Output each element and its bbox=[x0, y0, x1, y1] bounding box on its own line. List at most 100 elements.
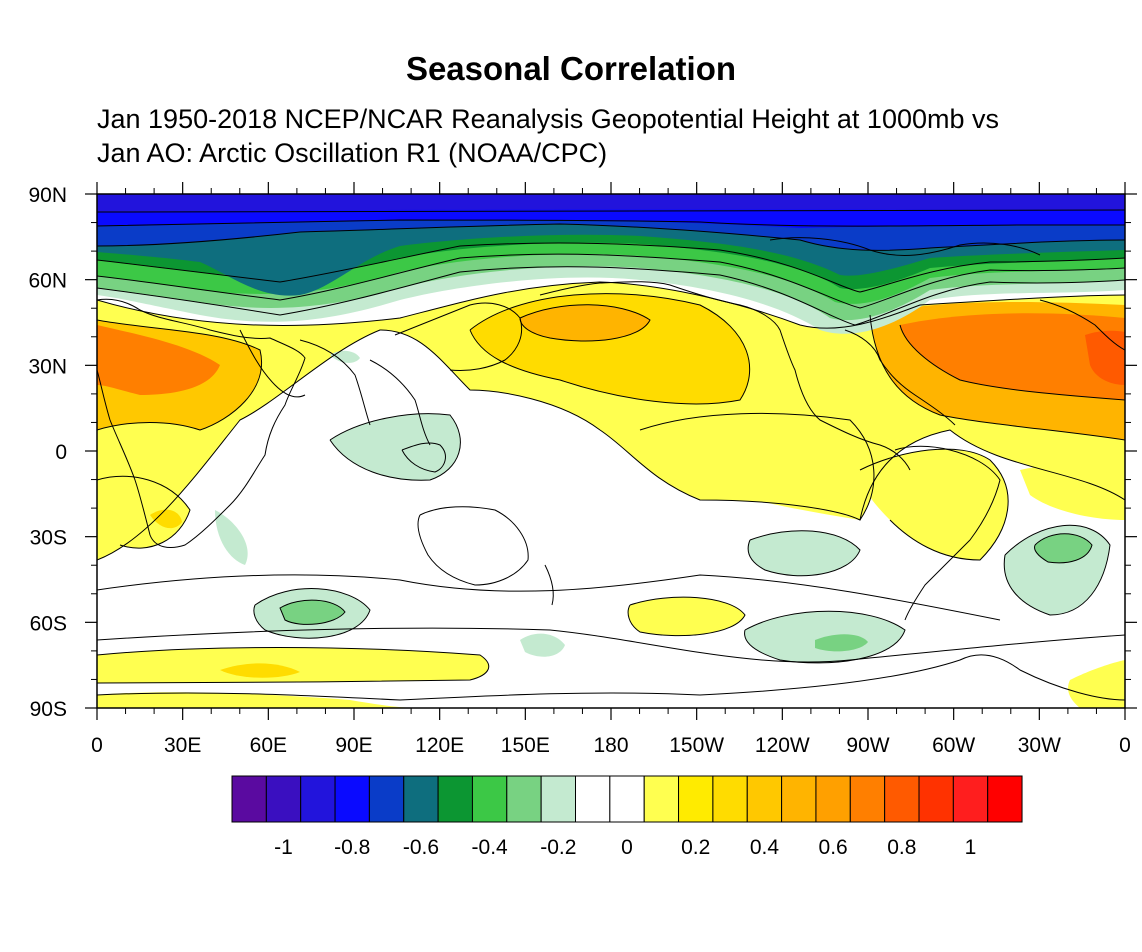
colorbar-swatch bbox=[506, 775, 542, 823]
colorbar-label: -0.2 bbox=[540, 836, 576, 859]
lat-tick-label: 30N bbox=[28, 355, 67, 378]
lat-tick-label: 0 bbox=[55, 441, 67, 464]
africa-coast bbox=[97, 298, 306, 548]
lon-tick-label: 150W bbox=[669, 734, 724, 757]
colorbar-swatch bbox=[987, 775, 1023, 823]
atlantic-0.7 bbox=[1085, 330, 1125, 385]
colorbar-swatch bbox=[334, 775, 370, 823]
contour-line bbox=[1003, 524, 1111, 616]
contour-line bbox=[469, 293, 751, 405]
contour-line bbox=[97, 223, 1125, 251]
antarctic-0.2 bbox=[97, 647, 489, 683]
new-zealand-coast bbox=[544, 564, 554, 606]
colorbar-swatch bbox=[952, 775, 989, 823]
colorbar-label: 1 bbox=[965, 836, 977, 859]
south-atlantic-neg-0.3 bbox=[1034, 533, 1092, 563]
small-southern-neg bbox=[520, 633, 565, 657]
east-asia-coast bbox=[394, 302, 523, 371]
colorbar-swatch bbox=[712, 775, 748, 823]
contour-line bbox=[1034, 533, 1093, 564]
contour-line bbox=[97, 574, 1001, 621]
colorbar-swatch bbox=[403, 775, 439, 823]
lon-tick-label: 90W bbox=[846, 734, 889, 757]
lon-tick-label: 60W bbox=[932, 734, 975, 757]
colorbar-swatch bbox=[575, 775, 611, 823]
contour-line bbox=[899, 324, 1125, 401]
lon-tick-label: 90E bbox=[335, 734, 372, 757]
lon-tick-label: 120W bbox=[755, 734, 810, 757]
contour-line bbox=[744, 610, 906, 664]
indochina-coast bbox=[369, 359, 431, 446]
south-atlantic-0.2 bbox=[1020, 465, 1125, 520]
lat-tick-label: 60S bbox=[30, 612, 67, 635]
lon-tick-label: 0 bbox=[1119, 734, 1131, 757]
contour-line bbox=[97, 281, 1125, 329]
tropical-pacific-0.2 bbox=[637, 413, 874, 520]
subtitle-line-1: Jan 1950-2018 NCEP/NCAR Reanalysis Geopo… bbox=[97, 104, 999, 134]
contour-line bbox=[747, 530, 861, 577]
colorbar-label: 0.6 bbox=[819, 836, 848, 859]
lon-tick-label: 180 bbox=[593, 734, 628, 757]
colorbar: -1 -0.8 -0.6 -0.4 -0.2 0 0.2 0.4 0.6 0.8 1 bbox=[231, 775, 1023, 859]
north-america-east-coast bbox=[844, 329, 956, 426]
contour-line bbox=[97, 627, 1125, 663]
contour-line bbox=[97, 219, 1125, 227]
colorbar-swatch bbox=[368, 775, 405, 823]
lon-tick-label: 30W bbox=[1018, 734, 1061, 757]
lon-tick-label: 0 bbox=[91, 734, 103, 757]
coastlines bbox=[97, 237, 1125, 701]
contour-line bbox=[519, 304, 651, 342]
atlantic-0.6 bbox=[900, 313, 1125, 400]
colorbar-swatch bbox=[884, 775, 920, 823]
colorbar-swatch bbox=[471, 775, 508, 823]
arctic-band-neg-0.9 bbox=[97, 194, 1125, 212]
small-neg-patch bbox=[330, 350, 360, 363]
india-coast bbox=[299, 339, 371, 426]
south-africa-0.3 bbox=[150, 509, 182, 529]
contour-line bbox=[627, 596, 746, 637]
south-america-0.2 bbox=[860, 449, 1009, 560]
colorbar-swatch bbox=[540, 775, 577, 823]
west-indian-neg bbox=[215, 510, 248, 565]
borneo-coast bbox=[401, 442, 446, 473]
europe-0.6 bbox=[97, 325, 220, 395]
south-africa-0.2 bbox=[97, 476, 190, 549]
colorbar-swatch bbox=[918, 775, 954, 823]
subtitle-line-2: Jan AO: Arctic Oscillation R1 (NOAA/CPC) bbox=[97, 138, 608, 168]
colorbar-swatch bbox=[643, 775, 680, 823]
contour-line bbox=[97, 253, 1125, 309]
colorbar-label: -0.4 bbox=[472, 836, 509, 859]
chart-title: Seasonal Correlation bbox=[405, 50, 737, 87]
colorbar-swatch bbox=[300, 775, 336, 823]
contour-line bbox=[253, 588, 371, 639]
antarctic-east-0.2 bbox=[1068, 660, 1125, 708]
colorbar-swatch bbox=[746, 775, 783, 823]
colorbar-label: 0.4 bbox=[750, 836, 780, 859]
north-america-west-coast bbox=[539, 281, 911, 471]
southern-pacific-0.2 bbox=[628, 597, 745, 636]
contour-line bbox=[97, 266, 1125, 326]
colorbar-label: 0.2 bbox=[681, 836, 710, 859]
colorbar-swatch bbox=[437, 775, 473, 823]
far-south-pacific-neg-0.3 bbox=[815, 634, 868, 652]
antarctic-coast-0.2 bbox=[97, 692, 420, 708]
contour-lines bbox=[97, 209, 1125, 684]
axis-labels: 0 30E 60E 90E 120E 150E 180 150W 120W 90W 60W 30W 0 9… bbox=[28, 184, 1130, 757]
contour-line bbox=[97, 319, 262, 431]
contour-line bbox=[97, 475, 191, 549]
colorbar-swatch bbox=[815, 775, 851, 823]
contour-line bbox=[639, 412, 875, 521]
colorbar-swatch bbox=[849, 775, 886, 823]
colorbar-label: 0.8 bbox=[887, 836, 916, 859]
south-pacific-neg-0.2 bbox=[748, 530, 860, 576]
colorbar-label: -0.6 bbox=[403, 836, 439, 859]
maritime-neg-0.2 bbox=[330, 413, 461, 481]
correlation-field bbox=[97, 194, 1125, 708]
axis-ticks bbox=[85, 182, 1137, 720]
antarctica-coast bbox=[97, 654, 1125, 701]
lat-tick-label: 60N bbox=[28, 270, 67, 293]
greenland-canada-coast bbox=[769, 237, 1041, 256]
contour-line bbox=[329, 413, 461, 481]
arabia-coast bbox=[239, 329, 306, 398]
